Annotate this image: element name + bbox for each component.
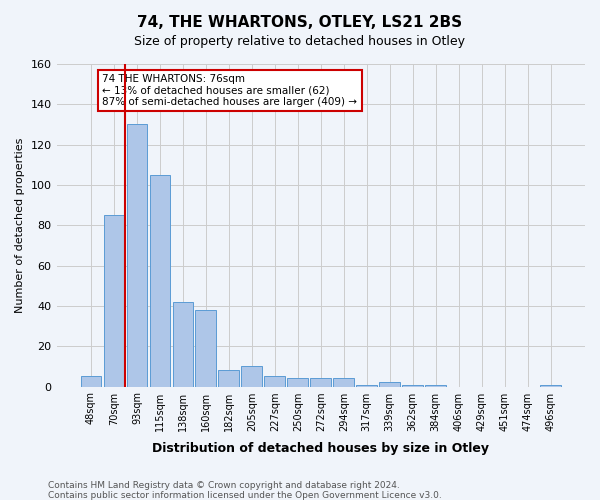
Bar — [241, 366, 262, 386]
Bar — [218, 370, 239, 386]
Bar — [540, 384, 561, 386]
Text: Size of property relative to detached houses in Otley: Size of property relative to detached ho… — [134, 35, 466, 48]
Bar — [127, 124, 147, 386]
Bar — [379, 382, 400, 386]
Bar — [265, 376, 285, 386]
Text: 74, THE WHARTONS, OTLEY, LS21 2BS: 74, THE WHARTONS, OTLEY, LS21 2BS — [137, 15, 463, 30]
X-axis label: Distribution of detached houses by size in Otley: Distribution of detached houses by size … — [152, 442, 489, 455]
Bar — [403, 384, 423, 386]
Text: 74 THE WHARTONS: 76sqm
← 13% of detached houses are smaller (62)
87% of semi-det: 74 THE WHARTONS: 76sqm ← 13% of detached… — [103, 74, 358, 108]
Bar — [196, 310, 216, 386]
Bar — [310, 378, 331, 386]
Bar — [356, 384, 377, 386]
Text: Contains public sector information licensed under the Open Government Licence v3: Contains public sector information licen… — [48, 491, 442, 500]
Y-axis label: Number of detached properties: Number of detached properties — [15, 138, 25, 313]
Bar — [104, 215, 124, 386]
Bar — [80, 376, 101, 386]
Bar — [287, 378, 308, 386]
Text: Contains HM Land Registry data © Crown copyright and database right 2024.: Contains HM Land Registry data © Crown c… — [48, 481, 400, 490]
Bar — [334, 378, 354, 386]
Bar — [425, 384, 446, 386]
Bar — [149, 175, 170, 386]
Bar — [173, 302, 193, 386]
